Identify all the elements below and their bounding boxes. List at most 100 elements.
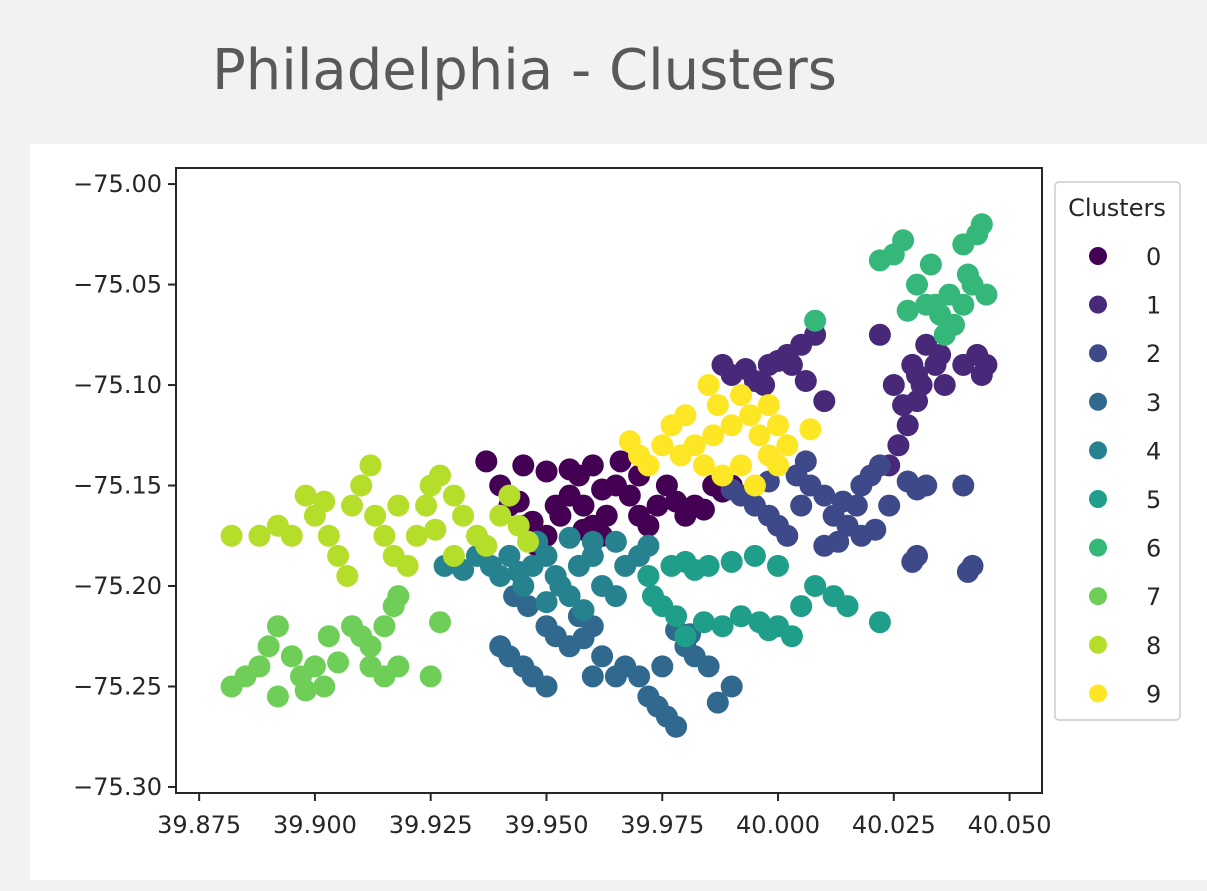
point-cluster-3 [535, 675, 558, 698]
plot-panel: 39.875 39.900 39.925 39.950 39.975 40.000 40.0… [30, 144, 1207, 880]
point-cluster-2 [776, 524, 799, 547]
point-cluster-8 [387, 494, 410, 517]
x-tick-label: 39.975 [620, 811, 704, 839]
point-cluster-6 [892, 229, 915, 252]
point-cluster-7 [313, 675, 336, 698]
point-cluster-3 [628, 665, 651, 688]
point-cluster-8 [517, 530, 539, 553]
point-cluster-5 [767, 554, 789, 577]
point-cluster-0 [692, 498, 715, 521]
point-cluster-0 [572, 494, 595, 517]
point-cluster-8 [475, 534, 498, 557]
point-cluster-1 [887, 434, 910, 457]
point-cluster-3 [665, 715, 688, 738]
y-tick-label: −75.00 [73, 170, 162, 198]
point-cluster-9 [637, 454, 660, 477]
point-cluster-7 [387, 585, 410, 608]
legend-label-6: 6 [1146, 535, 1161, 563]
legend-label-0: 0 [1146, 243, 1161, 271]
point-cluster-0 [609, 450, 632, 473]
legend-marker-2 [1089, 344, 1107, 363]
point-cluster-9 [702, 424, 725, 447]
point-cluster-4 [535, 591, 558, 614]
legend: Clusters 0 1 2 3 4 5 6 7 8 9 [1054, 181, 1181, 721]
point-cluster-2 [915, 474, 938, 497]
axes-layer: 39.875 39.900 39.925 39.950 39.975 40.000 40.0… [73, 170, 1051, 839]
point-cluster-5 [683, 558, 706, 581]
point-cluster-7 [303, 655, 326, 678]
point-cluster-7 [266, 615, 289, 638]
point-cluster-8 [280, 524, 303, 547]
point-cluster-4 [549, 575, 572, 597]
x-tick-label: 39.925 [389, 811, 473, 839]
point-cluster-1 [794, 370, 817, 392]
point-cluster-2 [868, 454, 891, 477]
point-cluster-1 [780, 353, 803, 376]
point-cluster-3 [591, 645, 614, 668]
point-cluster-1 [933, 374, 956, 396]
legend-marker-6 [1089, 538, 1107, 557]
point-cluster-8 [313, 490, 336, 513]
point-cluster-2 [813, 484, 836, 507]
point-cluster-8 [396, 554, 419, 577]
point-cluster-0 [535, 460, 558, 483]
point-cluster-8 [364, 504, 387, 527]
point-cluster-9 [767, 454, 789, 477]
point-cluster-9 [697, 374, 720, 396]
point-cluster-1 [882, 374, 905, 396]
legend-marker-0 [1089, 247, 1107, 265]
y-tick-label: −75.25 [73, 672, 162, 700]
point-cluster-7 [248, 655, 271, 678]
series-cluster-8 [220, 454, 539, 587]
point-cluster-5 [720, 550, 743, 573]
point-cluster-0 [637, 514, 660, 537]
point-cluster-6 [906, 273, 928, 296]
point-cluster-8 [350, 474, 373, 497]
point-cluster-7 [387, 655, 410, 678]
point-cluster-1 [896, 414, 919, 437]
point-cluster-8 [317, 524, 340, 547]
point-cluster-5 [804, 575, 827, 597]
legend-marker-4 [1089, 441, 1107, 460]
point-cluster-1 [868, 323, 891, 346]
points-layer [220, 213, 998, 738]
scatter-chart: 39.875 39.900 39.925 39.950 39.975 40.000 40.0… [73, 167, 1181, 839]
point-cluster-4 [558, 526, 581, 549]
point-cluster-6 [956, 263, 979, 286]
point-cluster-5 [730, 605, 752, 628]
point-cluster-8 [498, 484, 521, 507]
point-cluster-6 [924, 293, 947, 316]
point-cluster-7 [419, 665, 442, 688]
point-cluster-2 [794, 450, 817, 473]
legend-label-8: 8 [1146, 632, 1161, 660]
point-cluster-7 [373, 615, 396, 638]
point-cluster-7 [280, 645, 303, 668]
legend-label-2: 2 [1146, 340, 1161, 368]
legend-marker-3 [1089, 392, 1107, 411]
y-tick-label: −75.20 [73, 572, 162, 600]
point-cluster-9 [739, 404, 762, 427]
point-cluster-8 [341, 494, 363, 517]
point-cluster-5 [637, 565, 660, 587]
point-cluster-5 [780, 625, 803, 648]
point-cluster-5 [743, 544, 766, 567]
point-cluster-8 [359, 454, 382, 477]
legend-label-4: 4 [1146, 437, 1161, 465]
series-cluster-7 [220, 585, 451, 708]
point-cluster-4 [507, 560, 530, 583]
legend-label-9: 9 [1146, 680, 1161, 708]
point-cluster-9 [730, 454, 752, 477]
point-cluster-0 [581, 454, 604, 477]
y-tick-label: −75.15 [73, 472, 162, 500]
point-cluster-8 [373, 524, 396, 547]
point-cluster-2 [813, 534, 836, 557]
point-cluster-4 [604, 585, 627, 608]
x-tick-label: 39.900 [273, 811, 357, 839]
point-cluster-8 [405, 524, 428, 547]
point-cluster-1 [753, 374, 776, 396]
point-cluster-4 [489, 565, 512, 587]
point-cluster-7 [359, 635, 382, 658]
legend-label-3: 3 [1146, 389, 1161, 417]
point-cluster-0 [618, 484, 641, 507]
point-cluster-8 [220, 524, 243, 547]
